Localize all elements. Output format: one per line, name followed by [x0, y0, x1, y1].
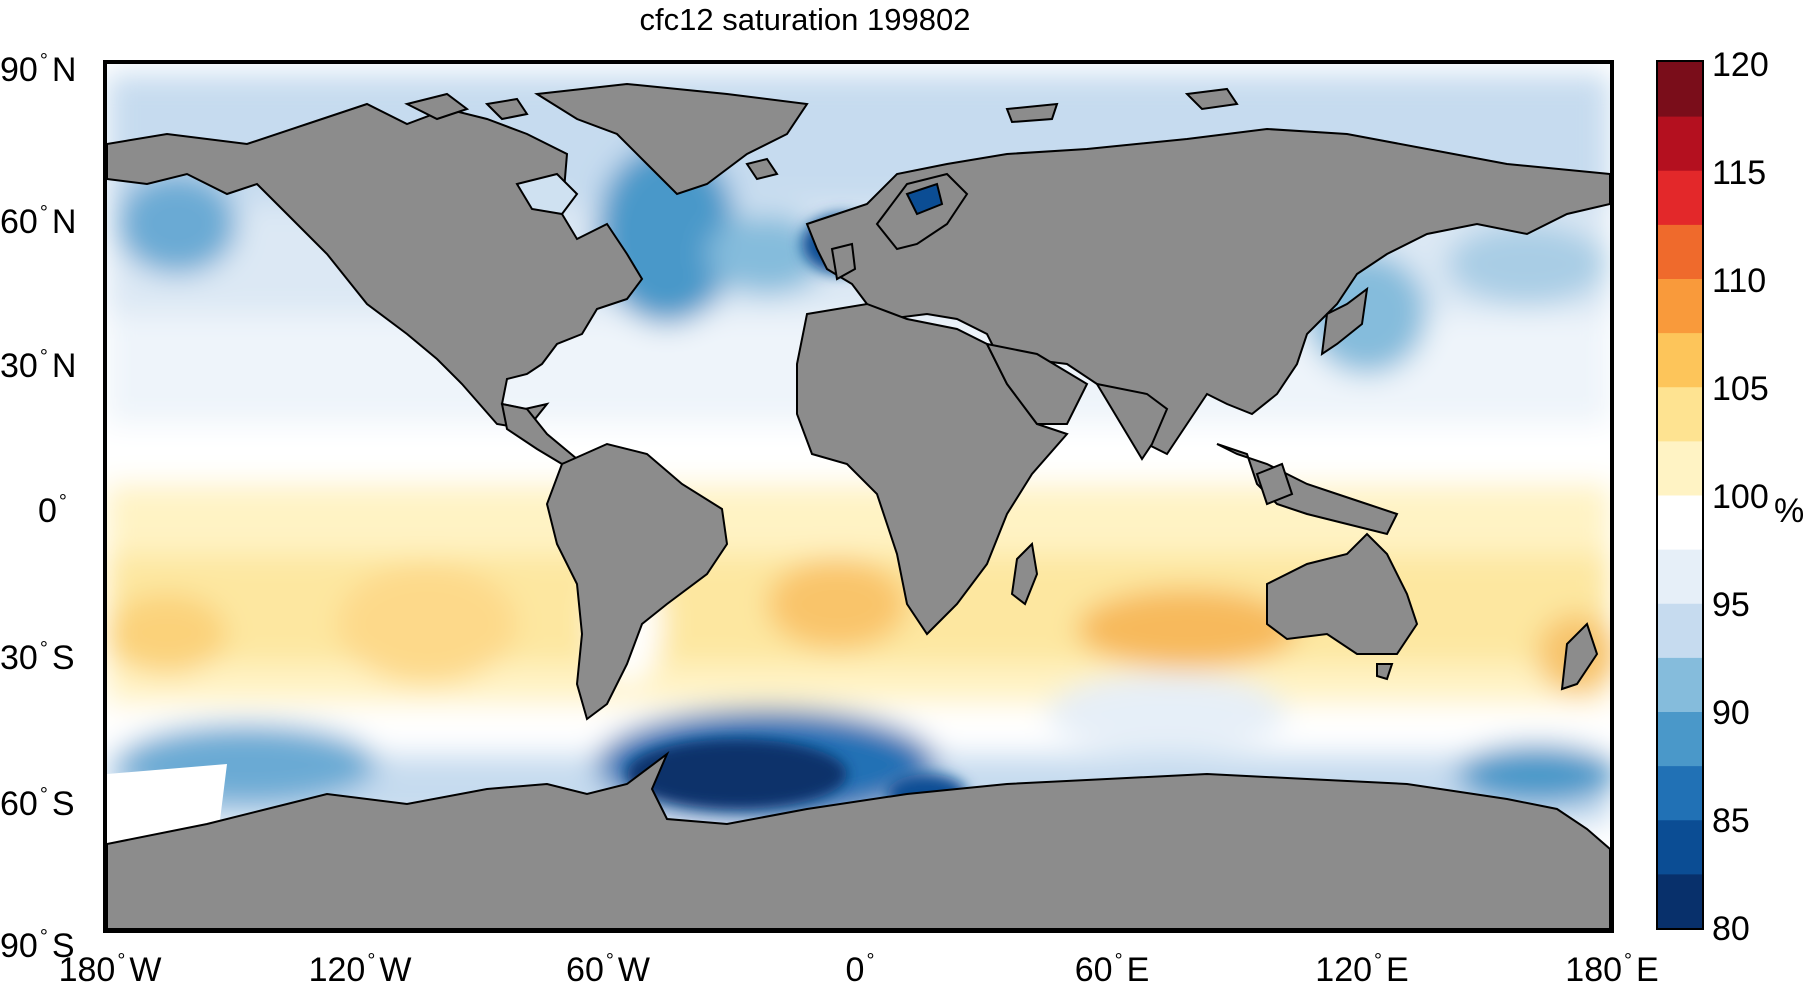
colorbar-tick-100: 100: [1712, 478, 1769, 516]
colorbar-segment: [1658, 224, 1702, 279]
colorbar-segment: [1658, 440, 1702, 496]
colorbar-segment: [1658, 386, 1702, 442]
lat-label-90s: 90 ° S: [0, 926, 75, 965]
colorbar-segment: [1658, 62, 1702, 117]
world-map: [107, 64, 1610, 929]
lat-label-0: 0 °: [38, 491, 67, 530]
colorbar-segment: [1658, 549, 1702, 604]
lon-label-180e: 180 ° E: [1565, 950, 1659, 989]
colorbar-tick-115: 115: [1712, 154, 1767, 192]
north-america: [107, 102, 644, 431]
lat-label-60n: 60 ° N: [0, 202, 77, 241]
colorbar-segment: [1658, 116, 1702, 171]
lon-label-60w: 60 ° W: [566, 950, 650, 989]
colorbar-tick-90: 90: [1712, 694, 1750, 732]
colorbar-segment: [1658, 278, 1702, 334]
colorbar-tick-105: 105: [1712, 370, 1769, 408]
map-frame: [103, 60, 1614, 933]
colorbar-segment: [1658, 819, 1702, 875]
lon-label-180w: 180 ° W: [58, 950, 162, 989]
lon-label-0: 0 °: [845, 950, 875, 989]
lat-label-30n: 30 ° N: [0, 346, 77, 385]
australia: [1266, 532, 1419, 655]
antarctica: [107, 750, 1610, 929]
lon-label-60e: 60 ° E: [1074, 950, 1150, 989]
colorbar-tick-95: 95: [1712, 586, 1750, 624]
south-america: [545, 442, 729, 721]
land-masses: [107, 82, 1610, 929]
colorbar-segment: [1658, 332, 1702, 388]
map-title: cfc12 saturation 199802: [639, 2, 971, 37]
lat-label-90n: 90 ° N: [0, 50, 77, 89]
lon-label-120e: 120 ° E: [1315, 950, 1409, 989]
colorbar-tick-80: 80: [1712, 910, 1750, 948]
greenland: [534, 82, 809, 196]
colorbar-segment: [1658, 873, 1702, 928]
colorbar-tick-110: 110: [1712, 262, 1767, 300]
lon-label-120w: 120 ° W: [308, 950, 412, 989]
colorbar-tick-85: 85: [1712, 802, 1750, 840]
africa: [796, 302, 1069, 636]
colorbar-segment: [1658, 495, 1702, 550]
eurasia: [805, 127, 1610, 456]
lat-label-30s: 30 ° S: [0, 638, 75, 677]
colorbar-gradient: [1658, 62, 1702, 928]
colorbar-segment: [1658, 765, 1702, 821]
colorbar-segment: [1658, 170, 1702, 225]
colorbar: [1656, 60, 1704, 930]
colorbar-tick-120: 120: [1712, 46, 1769, 84]
colorbar-segment: [1658, 657, 1702, 712]
colorbar-segment: [1658, 603, 1702, 658]
lat-label-60s: 60 ° S: [0, 784, 75, 823]
colorbar-segment: [1658, 711, 1702, 767]
colorbar-unit: %: [1774, 492, 1805, 530]
